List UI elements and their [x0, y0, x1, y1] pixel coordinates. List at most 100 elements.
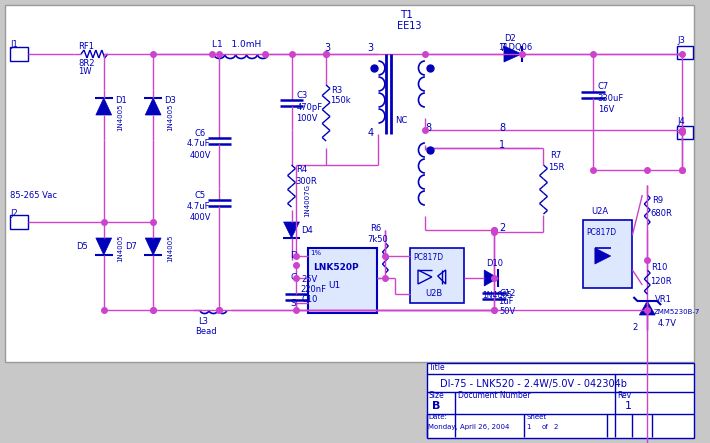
Text: J2: J2	[10, 209, 18, 218]
Text: 1N4005: 1N4005	[118, 103, 124, 131]
Text: 7k50: 7k50	[368, 234, 388, 244]
Text: PC817D: PC817D	[586, 228, 616, 237]
Text: 680R: 680R	[650, 209, 672, 218]
Text: L1   1.0mH: L1 1.0mH	[212, 39, 262, 48]
Text: D10: D10	[486, 259, 503, 268]
Text: R7: R7	[550, 151, 562, 159]
Text: 2: 2	[499, 223, 506, 233]
Text: Date:: Date:	[428, 414, 447, 420]
Text: 8R2: 8R2	[78, 58, 94, 67]
Text: 4.7uF: 4.7uF	[187, 202, 210, 210]
Text: C5: C5	[195, 190, 206, 199]
Text: 1W: 1W	[78, 66, 92, 75]
Text: C10: C10	[301, 295, 318, 304]
Text: 4: 4	[368, 128, 373, 138]
Text: C3: C3	[297, 90, 307, 100]
Text: 8: 8	[425, 123, 431, 133]
Text: D1: D1	[114, 96, 126, 105]
Text: 1: 1	[527, 424, 531, 430]
Bar	[410, 248, 464, 303]
Text: B: B	[432, 401, 440, 411]
Bar	[5, 5, 694, 362]
Text: C6: C6	[195, 128, 206, 137]
Text: C: C	[290, 273, 297, 283]
Text: 50V: 50V	[499, 307, 515, 316]
Text: Bead: Bead	[195, 326, 217, 335]
Text: NC: NC	[395, 116, 408, 124]
Text: 85-265 Vac: 85-265 Vac	[10, 190, 57, 199]
Text: Title: Title	[429, 364, 445, 373]
Text: R3: R3	[331, 85, 342, 94]
Text: 1N4005: 1N4005	[167, 234, 173, 262]
Text: U1: U1	[328, 281, 340, 291]
Text: D3: D3	[164, 96, 176, 105]
Bar	[677, 46, 693, 59]
Text: J3: J3	[677, 35, 684, 44]
Text: 15R: 15R	[548, 163, 565, 172]
Polygon shape	[504, 46, 522, 62]
Text: D2: D2	[504, 34, 515, 43]
Text: D4: D4	[301, 225, 313, 234]
Text: 1uF: 1uF	[498, 298, 513, 307]
Text: 300R: 300R	[295, 178, 317, 187]
Text: 4.7V: 4.7V	[657, 319, 676, 327]
Text: LNK520P: LNK520P	[313, 264, 359, 272]
Text: U2A: U2A	[591, 206, 608, 215]
Text: Size: Size	[429, 390, 444, 400]
Polygon shape	[96, 98, 111, 115]
Text: Monday, April 26, 2004: Monday, April 26, 2004	[428, 424, 509, 430]
Text: 220nF: 220nF	[300, 285, 327, 295]
Text: PC817D: PC817D	[413, 253, 443, 263]
Text: 330uF: 330uF	[597, 93, 623, 102]
Text: 2: 2	[553, 424, 558, 430]
Text: R6: R6	[371, 224, 382, 233]
Text: RF1: RF1	[78, 42, 94, 51]
Text: 25V: 25V	[301, 276, 317, 284]
Text: U2B: U2B	[425, 289, 442, 299]
Text: 1N4005: 1N4005	[482, 291, 512, 300]
Text: of: of	[542, 424, 548, 430]
Text: R9: R9	[652, 195, 663, 205]
Text: D: D	[290, 252, 297, 260]
Text: S: S	[290, 299, 296, 307]
Text: T1: T1	[400, 10, 413, 20]
Text: 150k: 150k	[330, 96, 351, 105]
Text: Rev: Rev	[618, 390, 632, 400]
Text: 3: 3	[368, 43, 373, 53]
Bar	[308, 248, 378, 313]
Text: 1N4005: 1N4005	[167, 103, 173, 131]
Text: 3: 3	[324, 43, 330, 53]
Text: Document Number: Document Number	[457, 390, 530, 400]
Text: 100V: 100V	[297, 113, 318, 123]
Polygon shape	[595, 248, 611, 264]
Text: VR1: VR1	[655, 295, 672, 304]
Polygon shape	[484, 270, 498, 286]
Text: J1: J1	[10, 39, 18, 48]
Text: D5: D5	[76, 241, 88, 250]
Text: C7: C7	[598, 82, 609, 90]
Text: 7: 7	[499, 43, 506, 53]
Text: 2: 2	[633, 323, 638, 331]
Text: 400V: 400V	[190, 213, 212, 222]
Text: L3: L3	[197, 318, 207, 326]
Text: D7: D7	[126, 241, 137, 250]
Text: 400V: 400V	[190, 151, 212, 159]
Polygon shape	[283, 222, 300, 238]
Text: 16V: 16V	[598, 105, 614, 113]
Text: 1N4007G: 1N4007G	[305, 183, 310, 217]
Text: ZMM5230B-7: ZMM5230B-7	[653, 309, 699, 315]
Text: 1N4005: 1N4005	[118, 234, 124, 262]
Text: R10: R10	[651, 264, 667, 272]
Text: C12: C12	[499, 288, 515, 298]
Polygon shape	[146, 238, 161, 255]
Text: J4: J4	[677, 117, 684, 125]
Text: EE13: EE13	[397, 21, 422, 31]
Polygon shape	[146, 98, 161, 115]
Text: 11DQ06: 11DQ06	[498, 43, 532, 51]
Text: 4.7uF: 4.7uF	[187, 140, 210, 148]
Bar	[427, 363, 694, 438]
Text: Sheet: Sheet	[527, 414, 547, 420]
Text: 1: 1	[499, 140, 505, 150]
Bar	[10, 47, 28, 61]
Bar	[677, 126, 693, 139]
